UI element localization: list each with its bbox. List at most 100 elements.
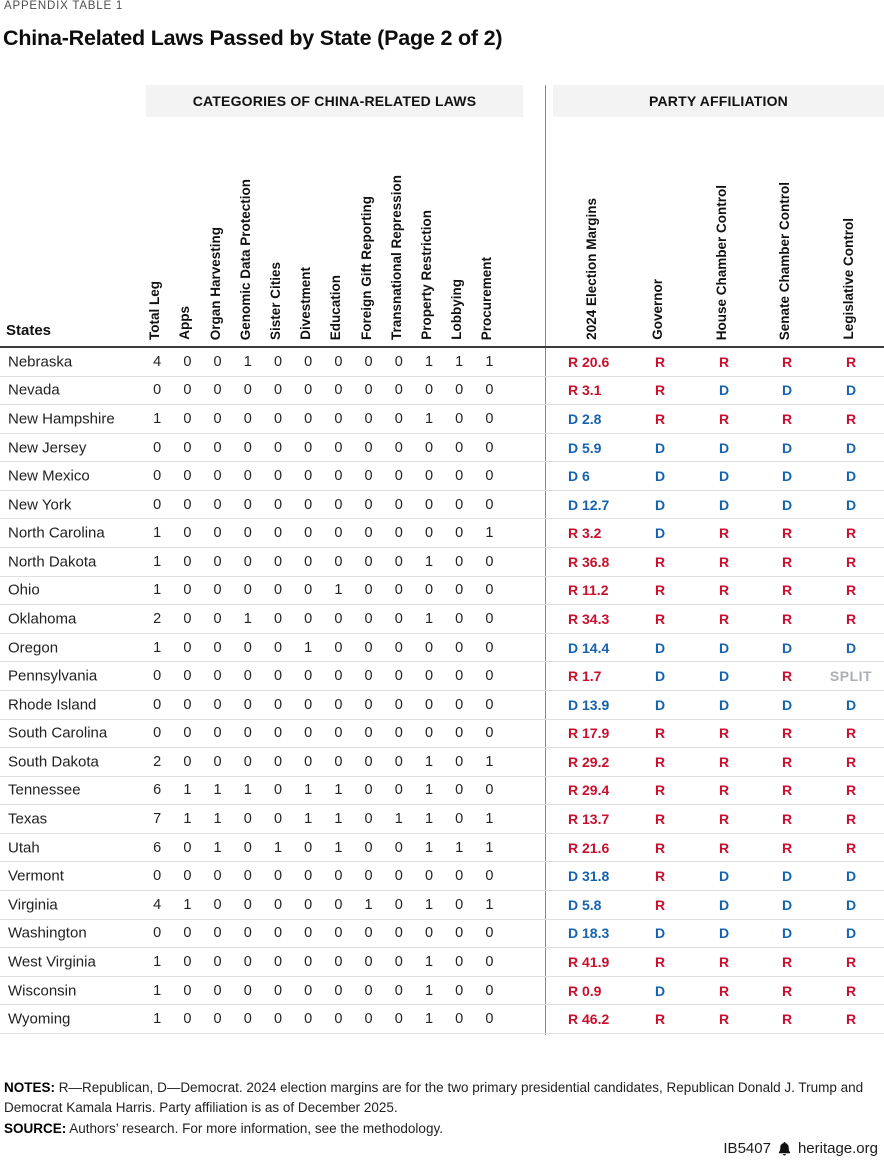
legislative-cell: R — [845, 839, 857, 856]
value-cell: 0 — [243, 753, 252, 770]
value-cell: 0 — [153, 496, 162, 513]
state-name: New Hampshire — [8, 410, 115, 428]
election-margin-cell: R 34.3 — [568, 610, 610, 627]
value-cell: 0 — [394, 525, 403, 542]
value-cell: 0 — [153, 925, 162, 942]
value-cell: 0 — [334, 896, 343, 913]
value-cell: 0 — [273, 410, 283, 427]
section-divider — [545, 85, 546, 1035]
state-name: New Jersey — [8, 439, 87, 457]
value-cell: 1 — [334, 839, 343, 856]
source-text: Authors’ research. For more information,… — [66, 1120, 443, 1136]
value-cell: 0 — [273, 668, 283, 685]
value-cell: 0 — [213, 668, 222, 685]
value-cell: 1 — [424, 839, 434, 856]
value-cell: 1 — [424, 1011, 434, 1028]
legislative-cell: R — [845, 953, 857, 970]
house-cell: D — [718, 439, 730, 456]
value-cell: 0 — [273, 782, 283, 799]
senate-cell: D — [781, 639, 793, 656]
legislative-cell: D — [845, 468, 857, 485]
value-cell: 0 — [424, 439, 434, 456]
state-name: Rhode Island — [8, 696, 97, 714]
value-cell: 0 — [364, 410, 373, 427]
value-cell: 0 — [213, 982, 222, 999]
value-cell: 0 — [334, 953, 343, 970]
value-cell: 0 — [304, 725, 313, 742]
value-cell: 0 — [394, 982, 403, 999]
value-cell: 0 — [334, 553, 343, 570]
value-cell: 0 — [455, 468, 464, 485]
value-cell: 0 — [273, 753, 283, 770]
value-cell: 0 — [334, 668, 343, 685]
value-cell: 0 — [334, 410, 343, 427]
value-cell: 1 — [424, 553, 434, 570]
value-cell: 0 — [243, 896, 252, 913]
legislative-cell: D — [845, 639, 857, 656]
value-cell: 0 — [485, 496, 494, 513]
column-header-governor: Governor — [650, 279, 665, 340]
value-cell: 0 — [273, 696, 283, 713]
value-cell: 0 — [183, 1011, 192, 1028]
value-cell: 0 — [334, 525, 343, 542]
value-cell: 1 — [183, 811, 192, 828]
value-cell: 0 — [364, 468, 373, 485]
state-name: Utah — [8, 839, 40, 857]
page-title: China-Related Laws Passed by State (Page… — [3, 26, 503, 50]
value-cell: 0 — [304, 525, 313, 542]
value-cell: 0 — [334, 439, 343, 456]
governor-cell: D — [654, 639, 666, 656]
state-name: Wisconsin — [8, 982, 77, 999]
value-cell: 0 — [364, 839, 373, 856]
website-link[interactable]: heritage.org — [797, 1140, 878, 1157]
value-cell: 1 — [424, 782, 434, 799]
legislative-cell: D — [845, 925, 857, 942]
house-cell: D — [718, 896, 730, 913]
value-cell: 0 — [334, 353, 343, 370]
notes-text: R—Republican, D—Democrat. 2024 election … — [4, 1080, 864, 1116]
election-margin-cell: D 6 — [568, 468, 590, 485]
value-cell: 0 — [304, 382, 313, 399]
value-cell: 0 — [364, 610, 373, 627]
value-cell: 4 — [153, 896, 162, 913]
column-header-property-restriction: Property Restriction — [419, 210, 434, 340]
election-margin-cell: D 5.9 — [568, 439, 602, 456]
value-cell: 0 — [455, 525, 464, 542]
value-cell: 6 — [153, 782, 162, 799]
table-row: Virginia 4 1 0 0 0 0 0 1 0 1 0 1 D 5.8 R D D D — [0, 891, 884, 920]
value-cell: 0 — [304, 896, 313, 913]
page-footer: IB5407 heritage.org — [723, 1140, 878, 1157]
legislative-cell: R — [845, 410, 857, 427]
house-cell: R — [718, 610, 730, 627]
value-cell: 0 — [213, 553, 222, 570]
state-name: Wyoming — [8, 1010, 71, 1028]
governor-cell: R — [654, 953, 666, 970]
value-cell: 0 — [243, 582, 252, 599]
governor-cell: D — [654, 696, 666, 713]
table-row: Oklahoma 2 0 0 1 0 0 0 0 0 1 0 0 R 34.3 R R R R — [0, 605, 884, 634]
value-cell: 0 — [455, 753, 464, 770]
legislative-cell: D — [845, 868, 857, 885]
value-cell: 1 — [273, 839, 283, 856]
value-cell: 0 — [485, 868, 494, 885]
value-cell: 0 — [364, 582, 373, 599]
value-cell: 0 — [394, 839, 403, 856]
value-cell: 0 — [213, 496, 222, 513]
senate-cell: R — [781, 668, 793, 685]
value-cell: 1 — [153, 553, 162, 570]
election-margin-cell: R 46.2 — [568, 1011, 610, 1028]
governor-cell: R — [654, 896, 666, 913]
value-cell: 1 — [424, 410, 434, 427]
state-name: Texas — [8, 810, 48, 828]
value-cell: 0 — [364, 811, 373, 828]
value-cell: 0 — [334, 610, 343, 627]
value-cell: 0 — [364, 868, 373, 885]
value-cell: 0 — [243, 439, 252, 456]
value-cell: 0 — [394, 953, 403, 970]
value-cell: 0 — [394, 610, 403, 627]
value-cell: 1 — [334, 811, 343, 828]
value-cell: 0 — [485, 553, 494, 570]
value-cell: 0 — [455, 868, 464, 885]
value-cell: 0 — [455, 925, 464, 942]
senate-cell: R — [781, 1011, 793, 1028]
